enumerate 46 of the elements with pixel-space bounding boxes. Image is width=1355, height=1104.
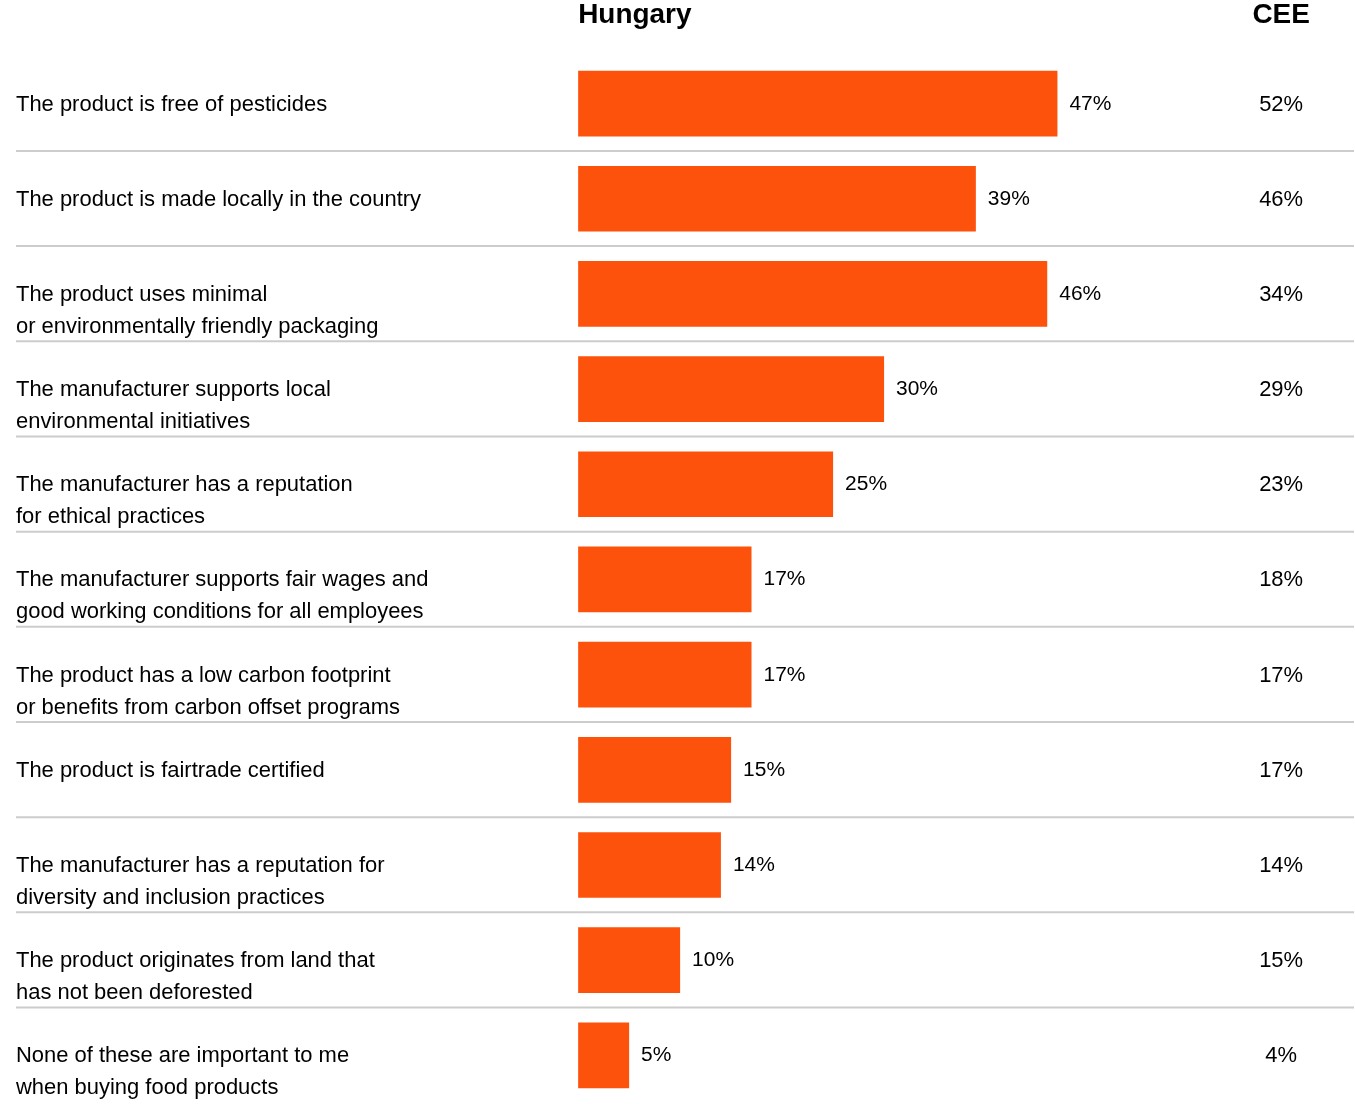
data-label: 15% bbox=[743, 756, 786, 780]
data-label: 47% bbox=[1069, 90, 1112, 114]
data-label: 52% bbox=[1259, 90, 1304, 116]
data-label: 14% bbox=[732, 851, 775, 875]
bar bbox=[578, 451, 834, 518]
data-label: 17% bbox=[763, 566, 806, 590]
y-tick-label: The product is fairtrade certified bbox=[15, 756, 325, 782]
data-label: 29% bbox=[1259, 376, 1304, 402]
bar bbox=[578, 641, 752, 708]
data-label: 46% bbox=[1259, 185, 1304, 211]
data-label: 17% bbox=[763, 661, 806, 685]
bar bbox=[578, 546, 752, 613]
data-label: 23% bbox=[1259, 471, 1304, 497]
y-tick-label: The manufacturer supports local environmental initiatives bbox=[15, 376, 331, 434]
chart-title: Hungary bbox=[578, 0, 692, 29]
bar bbox=[578, 356, 885, 422]
y-tick-label: The manufacturer has a reputation for diversity and inclusion practices bbox=[15, 851, 385, 909]
data-label: 4% bbox=[1265, 1042, 1297, 1068]
bar bbox=[578, 832, 721, 898]
bar bbox=[578, 736, 732, 803]
data-label: 14% bbox=[1259, 851, 1304, 877]
data-label: 17% bbox=[1259, 661, 1304, 687]
y-tick-label: None of these are important to me when buying food products bbox=[14, 1042, 350, 1100]
bar bbox=[578, 70, 1058, 137]
bar bbox=[578, 165, 976, 232]
y-tick-label: The manufacturer supports fair wages and good working conditions for all employees bbox=[15, 566, 429, 624]
data-label: 39% bbox=[987, 185, 1030, 209]
data-label: 25% bbox=[845, 471, 888, 495]
data-label: 17% bbox=[1259, 756, 1304, 782]
data-label: 18% bbox=[1259, 566, 1304, 592]
data-label: 30% bbox=[896, 376, 938, 400]
data-label: 10% bbox=[692, 947, 735, 971]
y-tick-label: The product is made locally in the country bbox=[15, 185, 422, 211]
y-tick-label: The product uses minimal or environmentally friendly packaging bbox=[15, 280, 379, 338]
data-label: 46% bbox=[1059, 280, 1102, 304]
y-tick-label: The product originates from land that has not been deforested bbox=[15, 947, 375, 1005]
data-label: 34% bbox=[1259, 280, 1304, 306]
bar bbox=[578, 261, 1048, 327]
y-tick-label: The manufacturer has a reputation for ethical practices bbox=[15, 471, 353, 529]
y-tick-label: The product has a low carbon footprint or benefits from carbon offset programs bbox=[15, 661, 400, 719]
bar bbox=[578, 1022, 630, 1089]
text: CEE bbox=[1252, 0, 1310, 29]
data-label: 15% bbox=[1259, 947, 1304, 973]
bar bbox=[578, 927, 681, 994]
data-label: 5% bbox=[641, 1042, 672, 1066]
y-tick-label: The product is free of pesticides bbox=[15, 90, 328, 116]
